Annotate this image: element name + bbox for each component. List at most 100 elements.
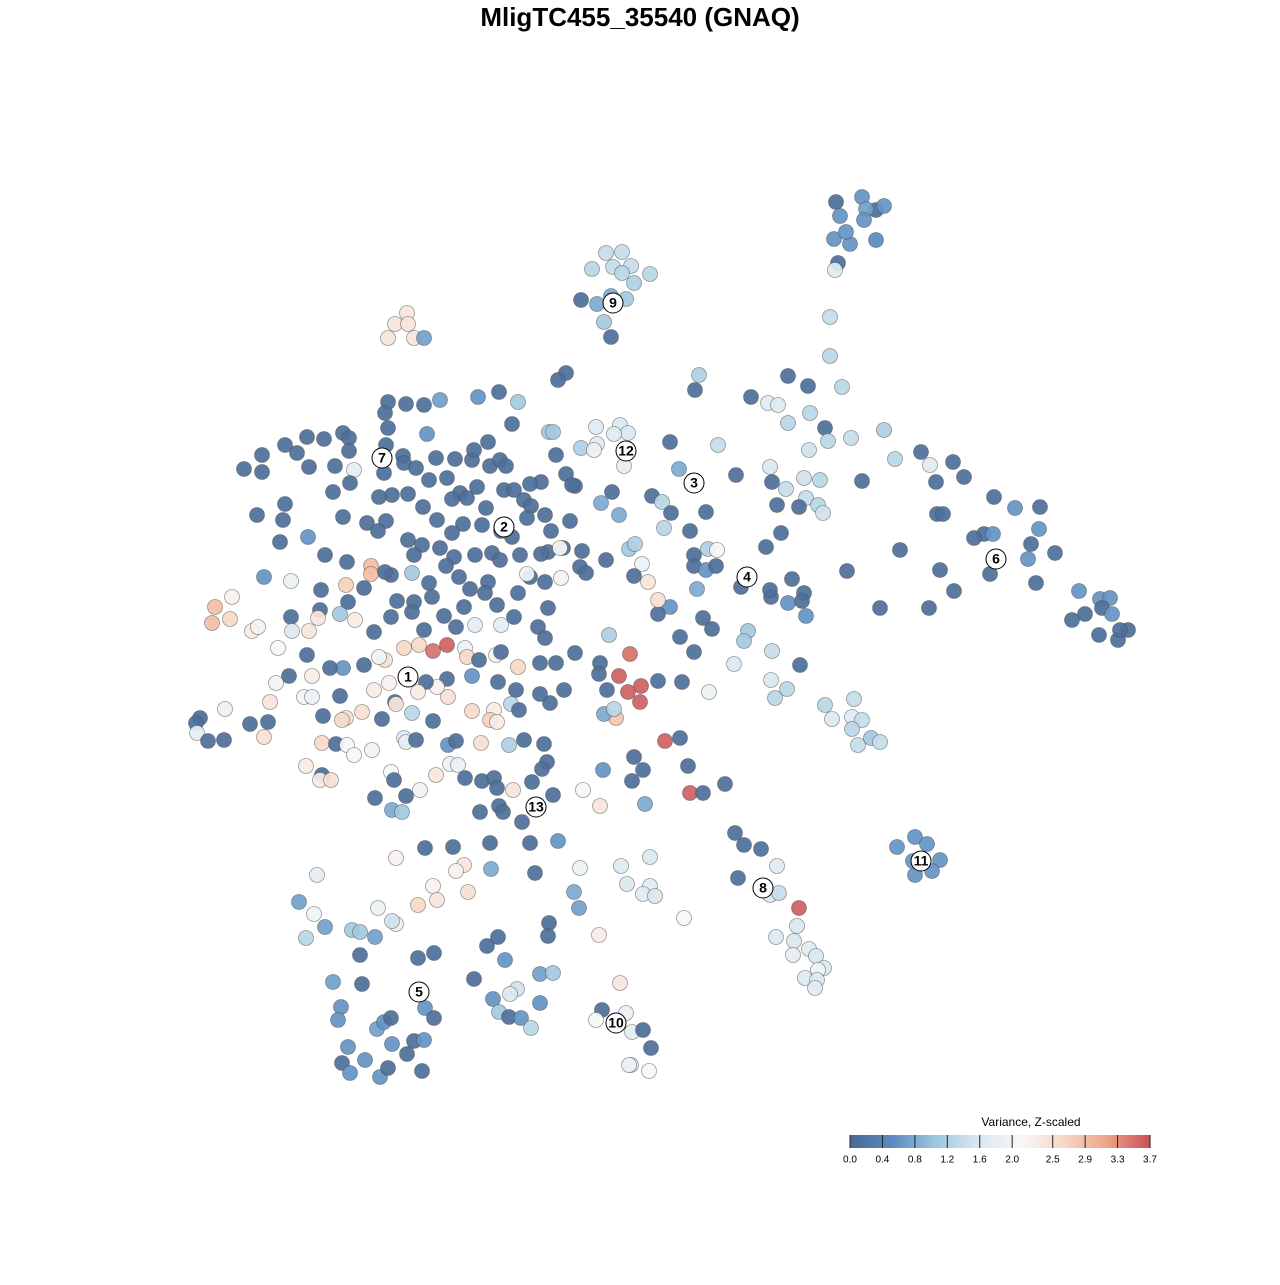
point: [504, 416, 520, 432]
point: [412, 782, 428, 798]
point: [466, 442, 482, 458]
cluster-label: 5: [415, 984, 423, 1000]
point: [537, 574, 553, 590]
point: [421, 575, 437, 591]
point: [363, 566, 379, 582]
point: [301, 623, 317, 639]
point: [260, 714, 276, 730]
point: [314, 735, 330, 751]
point: [674, 674, 690, 690]
point: [564, 477, 580, 493]
point: [574, 543, 590, 559]
point: [479, 938, 495, 954]
cluster-marker: [371, 447, 393, 469]
point: [304, 689, 320, 705]
point: [527, 865, 543, 881]
point: [709, 542, 725, 558]
cluster-label: 8: [759, 880, 767, 896]
colorbar-tick-label: 2.9: [1078, 1155, 1092, 1166]
point: [567, 645, 583, 661]
point: [340, 594, 356, 610]
point: [635, 762, 651, 778]
point: [270, 640, 286, 656]
point: [408, 460, 424, 476]
colorbar-tick-label: 3.3: [1111, 1155, 1125, 1166]
point: [1020, 551, 1036, 567]
point: [254, 464, 270, 480]
point: [300, 529, 316, 545]
point: [650, 592, 666, 608]
point: [400, 316, 416, 332]
point: [601, 627, 617, 643]
point: [357, 1052, 373, 1068]
point: [424, 589, 440, 605]
point: [383, 1010, 399, 1026]
point: [516, 732, 532, 748]
cluster-label: 1: [404, 669, 412, 685]
point: [489, 597, 505, 613]
point: [356, 657, 372, 673]
point: [341, 443, 357, 459]
point: [562, 513, 578, 529]
point: [817, 420, 833, 436]
point: [928, 474, 944, 490]
point: [603, 329, 619, 345]
point: [505, 782, 521, 798]
point: [647, 888, 663, 904]
point: [566, 884, 582, 900]
point: [588, 419, 604, 435]
point: [1064, 612, 1080, 628]
point: [426, 1010, 442, 1026]
point: [498, 458, 514, 474]
point: [736, 837, 752, 853]
point: [315, 708, 331, 724]
cluster-marker: [408, 981, 430, 1003]
point: [945, 454, 961, 470]
point: [404, 705, 420, 721]
colorbar-tick-label: 2.0: [1005, 1155, 1019, 1166]
point: [327, 458, 343, 474]
cluster-marker: [736, 566, 758, 588]
point: [428, 767, 444, 783]
point: [839, 563, 855, 579]
point: [575, 782, 591, 798]
point: [662, 599, 678, 615]
point: [510, 659, 526, 675]
point: [786, 933, 802, 949]
point: [354, 976, 370, 992]
point: [791, 900, 807, 916]
point: [767, 690, 783, 706]
point: [763, 672, 779, 688]
point: [342, 1065, 358, 1081]
point: [477, 585, 493, 601]
point: [536, 736, 552, 752]
point: [966, 530, 982, 546]
point: [780, 368, 796, 384]
point: [466, 971, 482, 987]
point: [523, 1020, 539, 1036]
point: [464, 703, 480, 719]
point: [550, 833, 566, 849]
point: [298, 930, 314, 946]
point: [447, 451, 463, 467]
point: [556, 682, 572, 698]
point: [222, 611, 238, 627]
point: [388, 696, 404, 712]
point: [421, 472, 437, 488]
point: [374, 711, 390, 727]
point: [612, 975, 628, 991]
point: [254, 447, 270, 463]
point: [762, 459, 778, 475]
point: [425, 643, 441, 659]
point: [513, 1010, 529, 1026]
cluster-label: 11: [914, 853, 929, 869]
point: [768, 929, 784, 945]
point: [676, 910, 692, 926]
point: [626, 275, 642, 291]
point: [727, 825, 743, 841]
cluster-marker: [525, 796, 547, 818]
point: [817, 697, 833, 713]
cluster-label: 2: [500, 519, 508, 535]
